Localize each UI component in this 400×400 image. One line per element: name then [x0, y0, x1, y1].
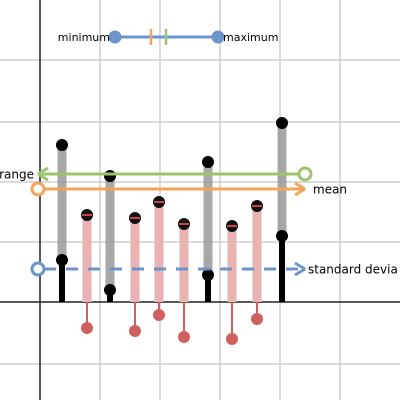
std-line: standard devia — [30, 261, 398, 277]
range-bars — [56, 117, 288, 302]
red-bars — [81, 196, 263, 345]
slider[interactable]: minimum maximum — [58, 29, 279, 45]
max-handle[interactable] — [211, 30, 225, 44]
range-label: range — [0, 168, 34, 182]
mean-line: mean — [30, 181, 347, 197]
minimum-label: minimum — [58, 31, 110, 44]
std-label: standard devia — [308, 263, 398, 277]
mean-label: mean — [313, 183, 347, 197]
min-handle[interactable] — [108, 30, 122, 44]
range-line: range — [0, 166, 313, 182]
maximum-label: maximum — [223, 31, 278, 44]
